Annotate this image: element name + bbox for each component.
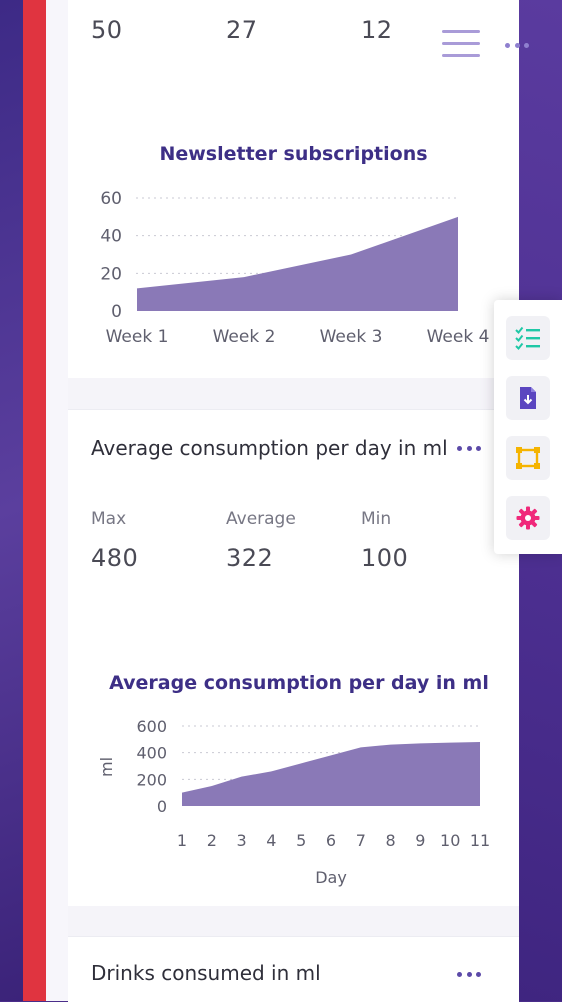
max-label: Max	[91, 509, 126, 529]
y-tick-label: 40	[100, 227, 122, 247]
x-tick-label: 1	[177, 831, 187, 850]
x-axis-label: Day	[315, 868, 347, 887]
card-gap-2	[68, 906, 519, 936]
settings-button[interactable]	[506, 496, 550, 540]
checklist-icon	[515, 326, 541, 350]
average-value: 322	[226, 544, 273, 572]
y-tick-label: 600	[136, 717, 167, 736]
drinks-more-icon[interactable]	[457, 970, 481, 978]
x-tick-label: Week 1	[106, 327, 169, 347]
checklist-button[interactable]	[506, 316, 550, 360]
x-tick-label: 2	[207, 831, 217, 850]
consumption-card: Average consumption per day in ml Max Av…	[68, 409, 519, 907]
x-tick-label: Week 2	[213, 327, 276, 347]
y-tick-label: 0	[111, 302, 122, 322]
x-tick-label: 8	[386, 831, 396, 850]
area-series	[137, 217, 458, 311]
y-tick-label: 60	[100, 189, 122, 209]
consumption-card-title: Average consumption per day in ml	[91, 436, 448, 460]
download-file-icon	[518, 386, 538, 410]
y-tick-label: 0	[157, 797, 167, 816]
x-tick-label: 4	[266, 831, 276, 850]
consumption-more-icon[interactable]	[457, 444, 481, 452]
accent-stripe	[23, 0, 46, 1001]
y-axis-label: ml	[97, 757, 116, 777]
menu-icon[interactable]	[442, 30, 480, 58]
stat-value-2: 27	[226, 16, 258, 44]
x-tick-label: 10	[440, 831, 460, 850]
download-button[interactable]	[506, 376, 550, 420]
x-tick-label: 3	[237, 831, 247, 850]
x-tick-label: 6	[326, 831, 336, 850]
x-tick-label: 9	[415, 831, 425, 850]
frame-button[interactable]	[506, 436, 550, 480]
drinks-card-title: Drinks consumed in ml	[91, 961, 321, 985]
settings-gear-icon	[516, 506, 540, 530]
x-tick-label: Week 4	[427, 327, 490, 347]
stat-value-1: 50	[91, 16, 123, 44]
card-gap	[68, 378, 519, 409]
y-tick-label: 200	[136, 770, 167, 789]
content-margin	[46, 0, 68, 1001]
frame-icon	[516, 447, 540, 469]
side-toolbar	[494, 300, 562, 554]
newsletter-chart-title: Newsletter subscriptions	[68, 143, 519, 165]
consumption-chart-title: Average consumption per day in ml	[68, 672, 530, 694]
max-value: 480	[91, 544, 138, 572]
drinks-card: Drinks consumed in ml	[68, 936, 519, 1002]
y-tick-label: 20	[100, 264, 122, 284]
min-value: 100	[361, 544, 408, 572]
y-tick-label: 400	[136, 744, 167, 763]
stat-value-3: 12	[361, 16, 393, 44]
newsletter-chart: 0 20 40 60 Week 1 Week 2 Week 3 Week 4	[68, 180, 519, 380]
x-tick-label: 5	[296, 831, 306, 850]
area-series	[182, 742, 480, 806]
x-tick-label: 7	[356, 831, 366, 850]
more-options-icon[interactable]	[505, 41, 529, 49]
min-label: Min	[361, 509, 391, 529]
x-tick-label: Week 3	[320, 327, 383, 347]
x-tick-label: 11	[470, 831, 490, 850]
average-label: Average	[226, 509, 296, 529]
